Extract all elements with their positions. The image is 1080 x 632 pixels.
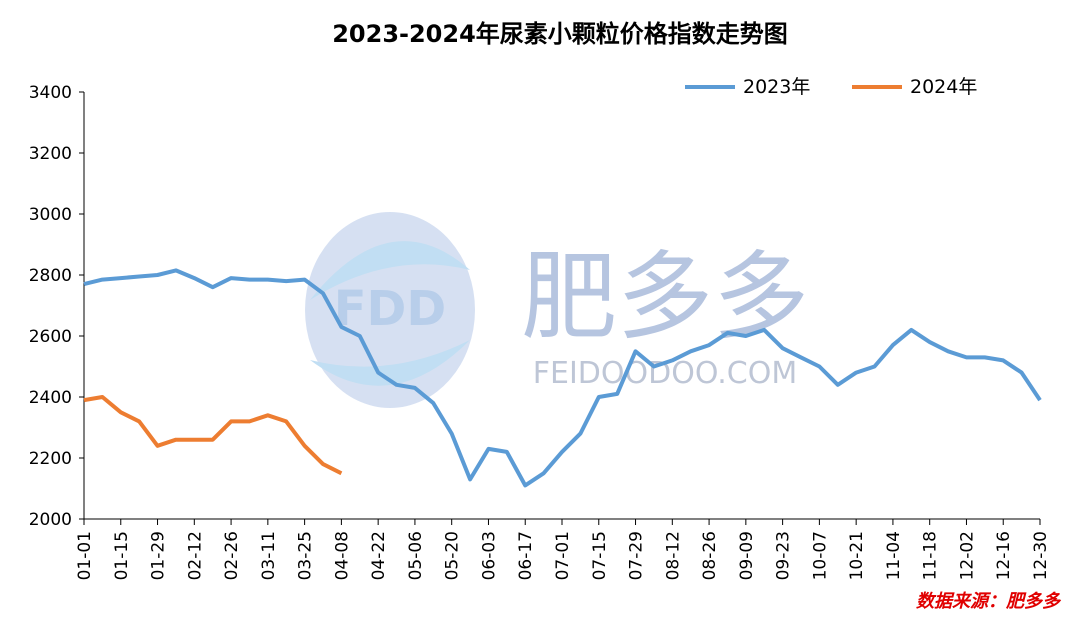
x-tick-label: 06-03: [479, 531, 499, 580]
y-tick-label: 3400: [29, 83, 72, 103]
x-tick-label: 04-08: [332, 531, 352, 580]
y-tick-label: 3000: [29, 205, 72, 225]
y-tick-label: 2800: [29, 266, 72, 286]
x-tick-label: 08-12: [663, 531, 683, 580]
x-tick-label: 12-30: [1031, 531, 1051, 580]
x-tick-label: 10-07: [810, 531, 830, 580]
x-tick-label: 12-16: [994, 531, 1014, 580]
x-tick-label: 02-26: [222, 531, 242, 580]
x-tick-label: 05-06: [406, 531, 426, 580]
x-tick-label: 09-09: [737, 531, 757, 580]
y-tick-label: 2200: [29, 449, 72, 469]
x-tick-label: 06-17: [516, 531, 536, 580]
x-tick-label: 08-26: [700, 531, 720, 580]
legend-label: 2023年: [743, 76, 810, 98]
x-tick-label: 01-15: [112, 531, 132, 580]
x-tick-label: 04-22: [369, 531, 389, 580]
y-tick-label: 2000: [29, 510, 72, 530]
logo-leaf: [310, 340, 470, 386]
x-tick-label: 12-02: [957, 531, 977, 580]
x-tick-label: 01-01: [75, 531, 95, 580]
x-tick-label: 02-12: [185, 531, 205, 580]
y-tick-label: 3200: [29, 144, 72, 164]
chart-title: 2023-2024年尿素小颗粒价格指数走势图: [332, 20, 788, 48]
x-tick-label: 03-11: [259, 531, 279, 580]
y-tick-label: 2600: [29, 327, 72, 347]
watermark-logo: FDD: [334, 281, 446, 337]
x-tick-label: 07-01: [553, 531, 573, 580]
x-tick-label: 05-20: [443, 531, 463, 580]
x-tick-label: 11-18: [921, 531, 941, 580]
x-tick-label: 07-29: [627, 531, 647, 580]
legend-label: 2024年: [910, 76, 977, 98]
logo-leaf: [310, 241, 470, 300]
watermark-name: 肥多多: [521, 241, 809, 353]
x-tick-label: 11-04: [884, 531, 904, 580]
x-tick-label: 10-21: [847, 531, 867, 580]
watermark: FDD 肥多多 FEIDOODOO.COM: [305, 212, 809, 408]
series-line: [83, 395, 343, 476]
source-note: 数据来源：肥多多: [916, 591, 1062, 612]
y-tick-label: 2400: [29, 388, 72, 408]
x-tick-label: 03-25: [296, 531, 316, 580]
x-tick-label: 07-15: [590, 531, 610, 580]
series-line: [83, 268, 1042, 488]
x-tick-label: 09-23: [774, 531, 794, 580]
x-tick-label: 01-29: [149, 531, 169, 580]
